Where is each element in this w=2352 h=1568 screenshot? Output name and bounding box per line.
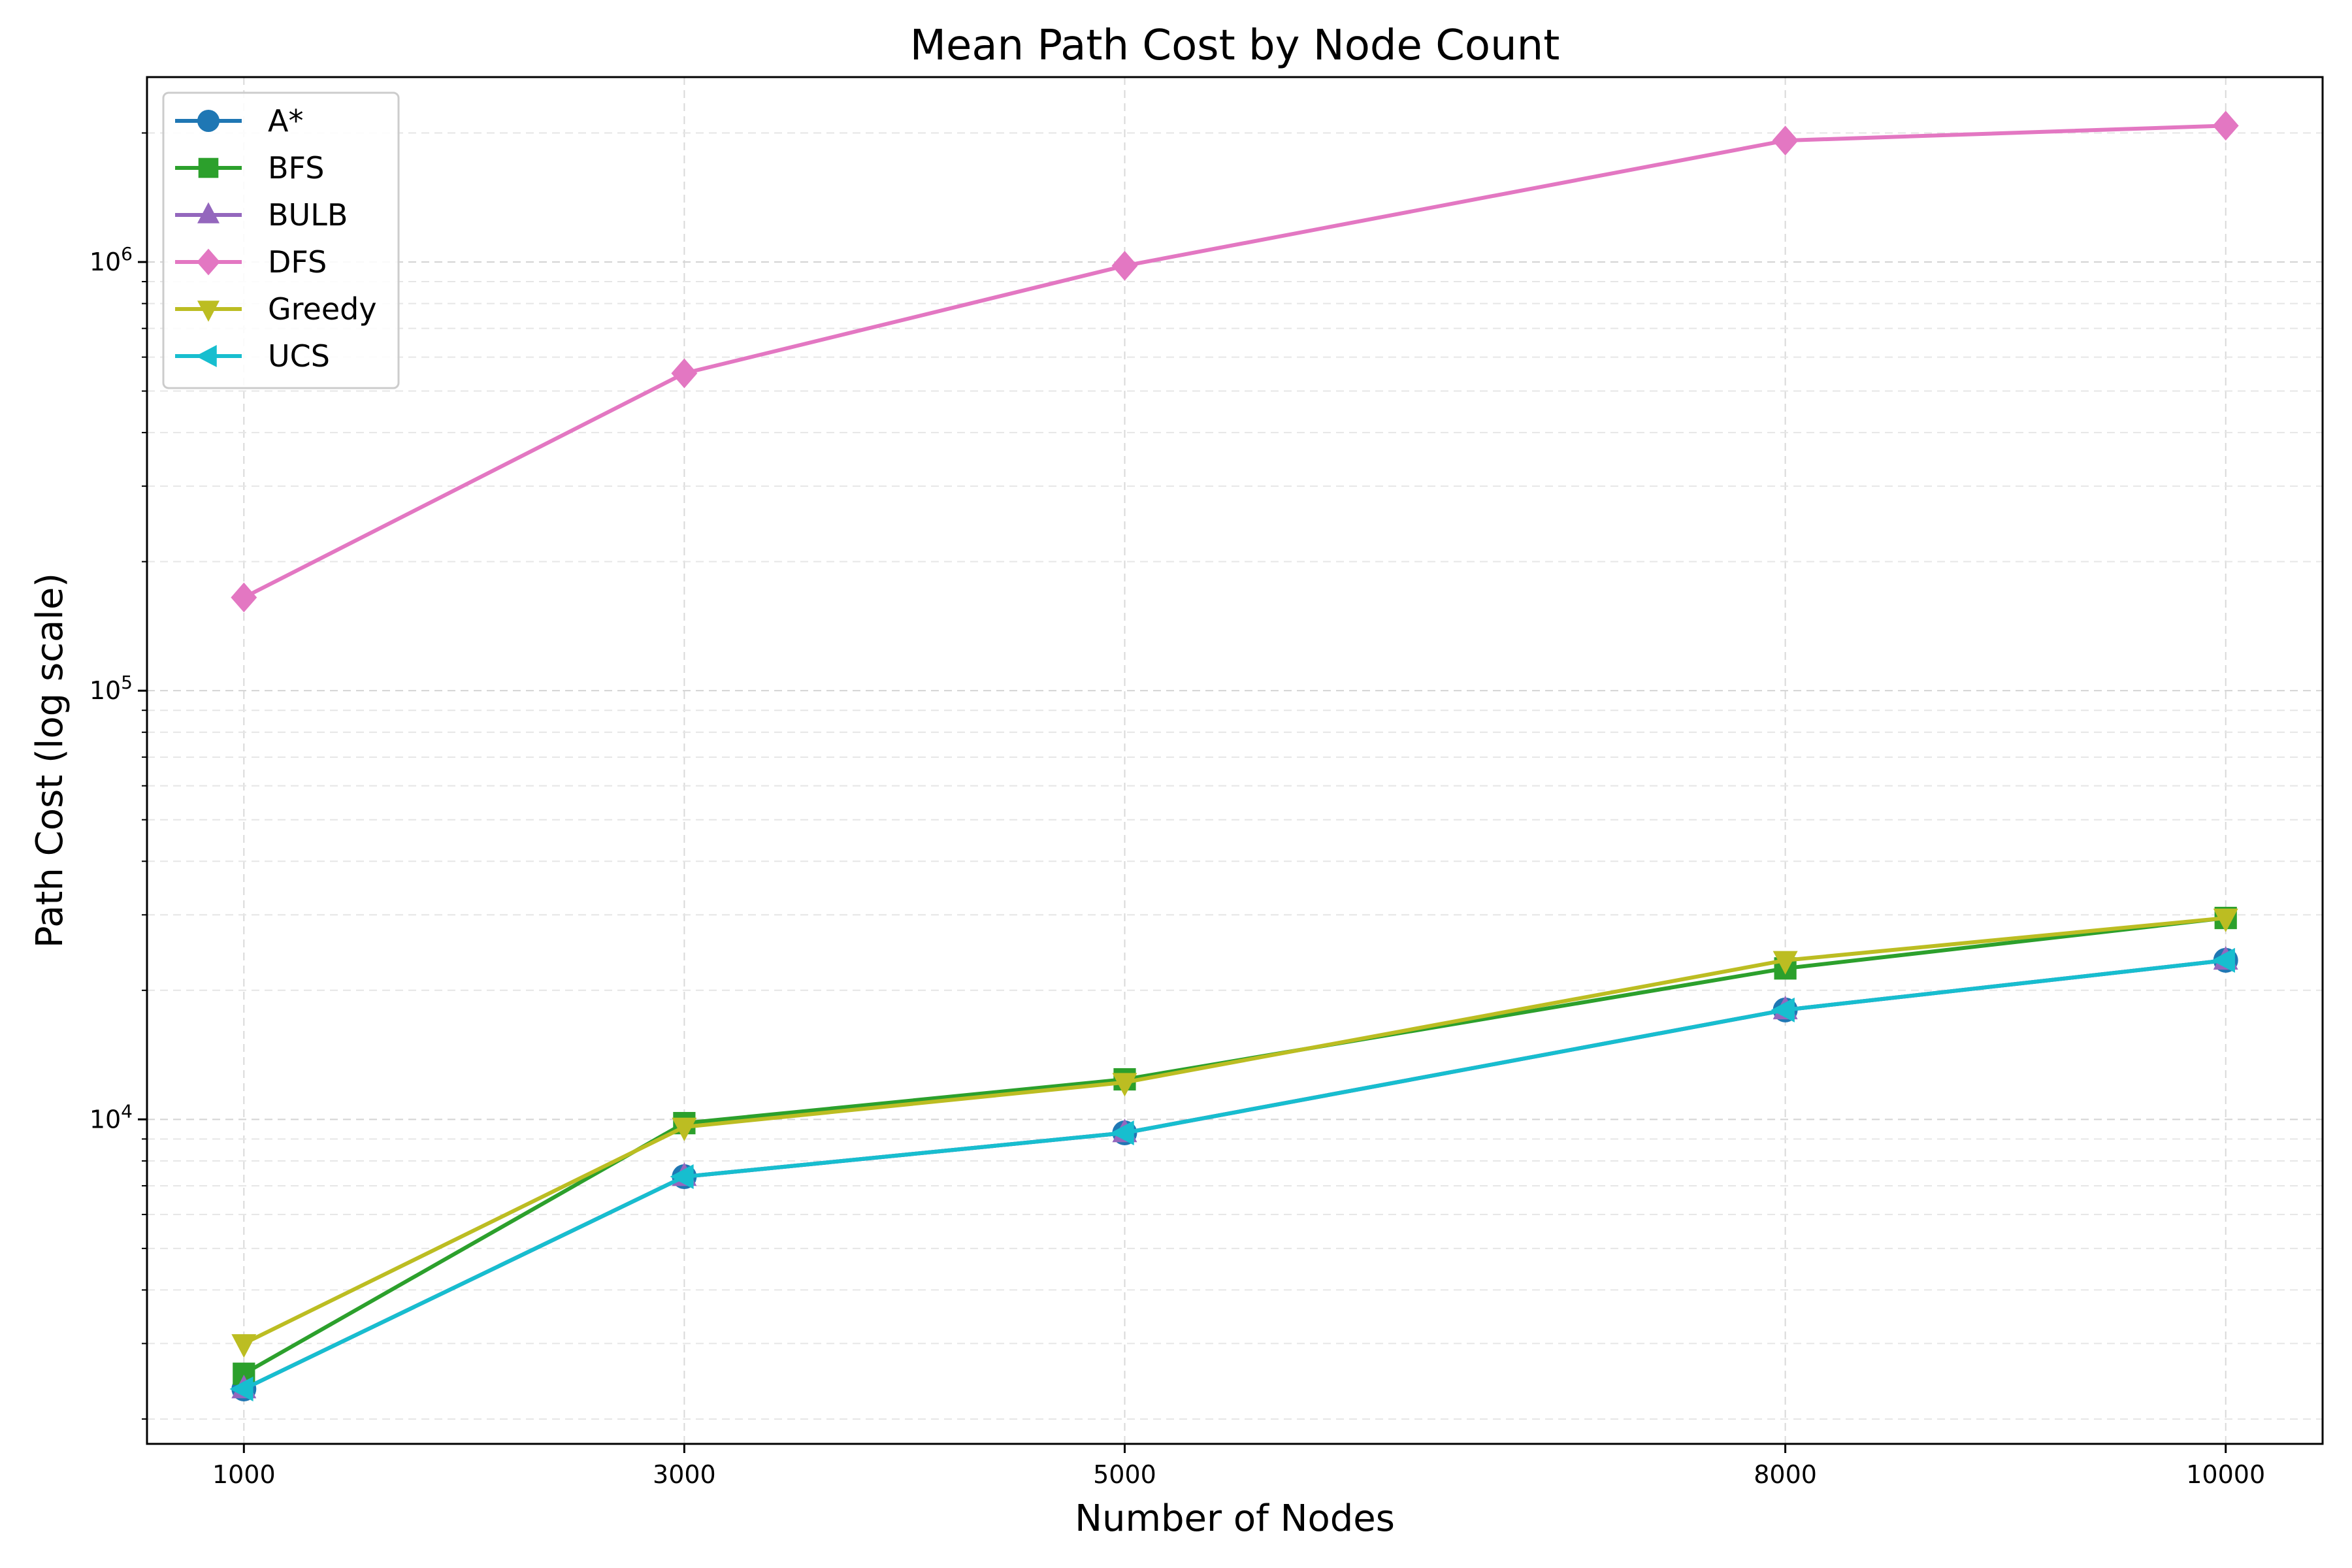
legend-label-a: A* (268, 103, 303, 139)
series-line-dfs (242, 123, 2226, 600)
legend-item-dfs: DFS (175, 244, 327, 280)
data-point-ucs (229, 1376, 253, 1401)
series-line-bulb (242, 958, 2227, 1391)
chart-title: Mean Path Cost by Node Count (910, 22, 1560, 70)
series-line-ucs (242, 958, 2227, 1391)
y-tick-label: 104 (90, 1100, 133, 1134)
x-axis-label: Number of Nodes (1075, 1497, 1395, 1540)
data-point-ucs (1110, 1120, 1134, 1146)
legend-item-bulb: BULB (175, 197, 348, 233)
x-tick-label: 3000 (653, 1460, 716, 1489)
series-a (231, 947, 2238, 1401)
x-tick-label: 5000 (1093, 1460, 1156, 1489)
legend-label-bfs: BFS (268, 150, 324, 186)
legend-label-greedy: Greedy (268, 291, 377, 327)
legend-label-ucs: UCS (268, 338, 330, 374)
series-line-bfs (242, 916, 2227, 1376)
series-bfs (233, 906, 2237, 1385)
data-point-dfs (2212, 110, 2239, 141)
series-ucs (229, 947, 2235, 1401)
data-point-greedy (231, 1334, 257, 1358)
data-point-greedy (1112, 1073, 1137, 1097)
y-tick-base: 10 (90, 1105, 121, 1134)
legend-marker-greedy (197, 301, 220, 322)
y-tick-label: 106 (90, 243, 133, 276)
series-line-a (242, 958, 2227, 1391)
legend-item-a: A* (175, 103, 303, 139)
data-point-dfs (671, 358, 698, 389)
y-tick-exponent: 6 (121, 243, 133, 265)
series-line-greedy (242, 916, 2226, 1346)
legend-item-ucs: UCS (175, 338, 330, 374)
legend-label-dfs: DFS (268, 244, 327, 280)
data-point-greedy (1772, 951, 1798, 975)
legend-label-bulb: BULB (268, 197, 348, 233)
legend-marker-dfs (197, 248, 220, 276)
legend-marker-ucs (195, 345, 217, 367)
data-point-ucs (2211, 947, 2235, 973)
data-point-ucs (1771, 997, 1795, 1022)
data-point-dfs (1772, 125, 1799, 155)
data-point-dfs (231, 582, 257, 613)
plot-frame (146, 76, 2324, 1445)
x-tick-label: 10000 (2186, 1460, 2265, 1489)
data-point-greedy (2213, 908, 2238, 932)
y-tick-base: 10 (90, 248, 121, 276)
legend-marker-bfs (198, 157, 219, 178)
series-bulb (231, 946, 2238, 1399)
legend: A* BFS BULB DFS Greedy UCS (162, 91, 400, 389)
legend-marker-a (197, 110, 220, 132)
y-tick-label: 105 (90, 672, 133, 705)
legend-item-bfs: BFS (175, 150, 324, 186)
y-axis-label: Path Cost (log scale) (29, 573, 71, 948)
legend-marker-bulb (197, 202, 220, 223)
legend-item-greedy: Greedy (175, 291, 377, 327)
series-layer (229, 110, 2239, 1401)
x-tick-label: 8000 (1754, 1460, 1817, 1489)
y-tick-base: 10 (90, 676, 121, 705)
data-point-greedy (672, 1117, 697, 1141)
y-tick-exponent: 4 (121, 1100, 133, 1122)
series-greedy (231, 908, 2238, 1358)
grid (147, 77, 2323, 1444)
series-dfs (231, 110, 2239, 613)
data-point-ucs (670, 1164, 694, 1190)
data-point-dfs (1111, 250, 1138, 281)
y-tick-exponent: 5 (121, 672, 133, 693)
x-tick-label: 1000 (212, 1460, 276, 1489)
